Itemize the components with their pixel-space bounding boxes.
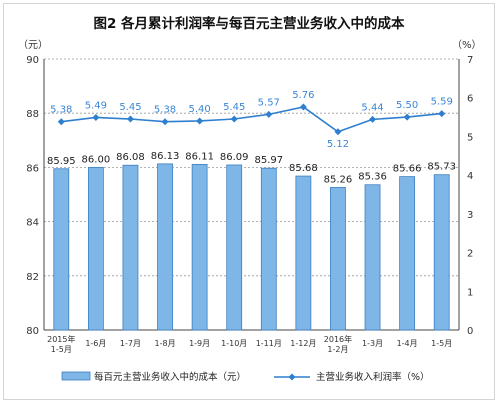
right-axis-tick-label: 1 <box>467 287 473 298</box>
right-axis-tick-label: 7 <box>467 55 473 66</box>
line-value-label: 5.45 <box>119 102 141 113</box>
x-tick-label: 1-10月 <box>221 339 247 348</box>
bar-value-label: 85.68 <box>289 163 318 174</box>
left-axis-unit: （元） <box>18 39 48 51</box>
left-axis-tick-label: 88 <box>26 109 39 120</box>
right-axis-tick-label: 3 <box>467 210 473 221</box>
legend-bar-swatch <box>61 371 91 381</box>
line-point <box>334 128 342 136</box>
bar <box>191 164 208 331</box>
bar-value-label: 86.00 <box>82 154 111 165</box>
legend-line-label: 主营业务收入利润率（%） <box>316 371 430 383</box>
bar <box>87 166 104 331</box>
bar-value-label: 85.97 <box>254 155 283 166</box>
bar-value-label: 85.26 <box>324 174 353 185</box>
line-value-label: 5.45 <box>223 102 245 113</box>
right-axis-tick-label: 2 <box>467 249 473 260</box>
x-tick-label: 1-11月 <box>256 339 282 348</box>
line-value-label: 5.76 <box>292 90 314 101</box>
bar-value-label: 86.08 <box>116 152 145 163</box>
line-point <box>92 113 100 121</box>
profit-rate-line <box>61 106 442 133</box>
line-value-label: 5.12 <box>327 139 349 150</box>
right-axis-tick-label: 0 <box>467 326 473 337</box>
x-tick-label: 2016年 <box>324 334 352 344</box>
line-point <box>265 110 273 118</box>
line-point <box>299 103 307 111</box>
x-tick-label: 1-3月 <box>362 339 383 348</box>
line-value-label: 5.50 <box>396 100 418 111</box>
bar <box>433 174 450 331</box>
line-value-label: 5.49 <box>85 100 107 111</box>
left-axis-tick-label: 82 <box>26 272 39 283</box>
line-point <box>126 115 134 123</box>
legend-bar-label: 每百元主营业务收入中的成本（元） <box>94 371 246 383</box>
left-axis-tick-label: 90 <box>26 55 39 66</box>
chart-title: 图2 各月累计利润率与每百元主营业务收入中的成本 <box>93 16 405 32</box>
left-axis-tick-label: 86 <box>26 163 39 174</box>
right-axis-tick-label: 5 <box>467 132 473 143</box>
x-tick-label: 1-5月 <box>51 345 72 354</box>
line-point <box>57 118 65 126</box>
bar <box>399 176 416 331</box>
bar-value-label: 86.09 <box>220 152 249 163</box>
x-tick-label: 1-6月 <box>85 339 106 348</box>
x-tick-label: 2015年 <box>47 334 75 344</box>
x-tick-label: 1-9月 <box>189 339 210 348</box>
legend-line-marker <box>288 373 296 381</box>
right-axis-unit: （%） <box>452 39 482 51</box>
bar <box>295 175 312 331</box>
bar <box>364 184 381 331</box>
line-value-label: 5.40 <box>188 104 210 115</box>
bar <box>122 164 139 331</box>
line-point <box>369 115 377 123</box>
bar-value-label: 85.95 <box>47 156 76 167</box>
bar <box>157 163 173 331</box>
line-value-label: 5.57 <box>258 97 280 108</box>
bar <box>53 168 70 331</box>
line-value-label: 5.38 <box>154 105 176 116</box>
line-value-label: 5.38 <box>50 105 72 116</box>
right-axis-tick-label: 4 <box>467 171 473 182</box>
x-tick-label: 1-8月 <box>155 339 176 348</box>
line-point <box>196 117 204 125</box>
x-tick-label: 1-7月 <box>120 339 141 348</box>
line-value-label: 5.59 <box>431 97 453 108</box>
line-point <box>230 115 238 123</box>
bar-value-label: 85.66 <box>393 164 422 175</box>
bar <box>330 187 346 331</box>
x-tick-label: 1-2月 <box>327 345 348 354</box>
bar-value-label: 86.13 <box>151 151 180 162</box>
x-tick-label: 1-4月 <box>397 339 418 348</box>
bar <box>226 164 243 331</box>
bar-value-label: 85.73 <box>427 162 456 173</box>
chart-svg: 80 82 84 86 88 90 0 1 2 3 4 5 6 7 （元） （%） 85.95 86.00 86.0… <box>18 39 482 383</box>
left-axis-tick-label: 84 <box>26 218 39 229</box>
chart-frame: 图2 各月累计利润率与每百元主营业务收入中的成本 80 82 84 86 88 90 0 1 2… <box>3 3 495 400</box>
right-axis-tick-label: 6 <box>467 94 473 105</box>
x-tick-label: 1-12月 <box>290 339 316 348</box>
line-point <box>403 113 411 121</box>
bar-value-label: 85.36 <box>358 172 387 183</box>
x-tick-label: 1-5月 <box>431 339 452 348</box>
bar <box>260 167 277 331</box>
line-point <box>438 110 446 118</box>
line-point <box>161 118 169 126</box>
left-axis-tick-label: 80 <box>26 326 39 337</box>
line-value-label: 5.44 <box>361 102 383 113</box>
bar-value-label: 86.11 <box>185 151 214 162</box>
